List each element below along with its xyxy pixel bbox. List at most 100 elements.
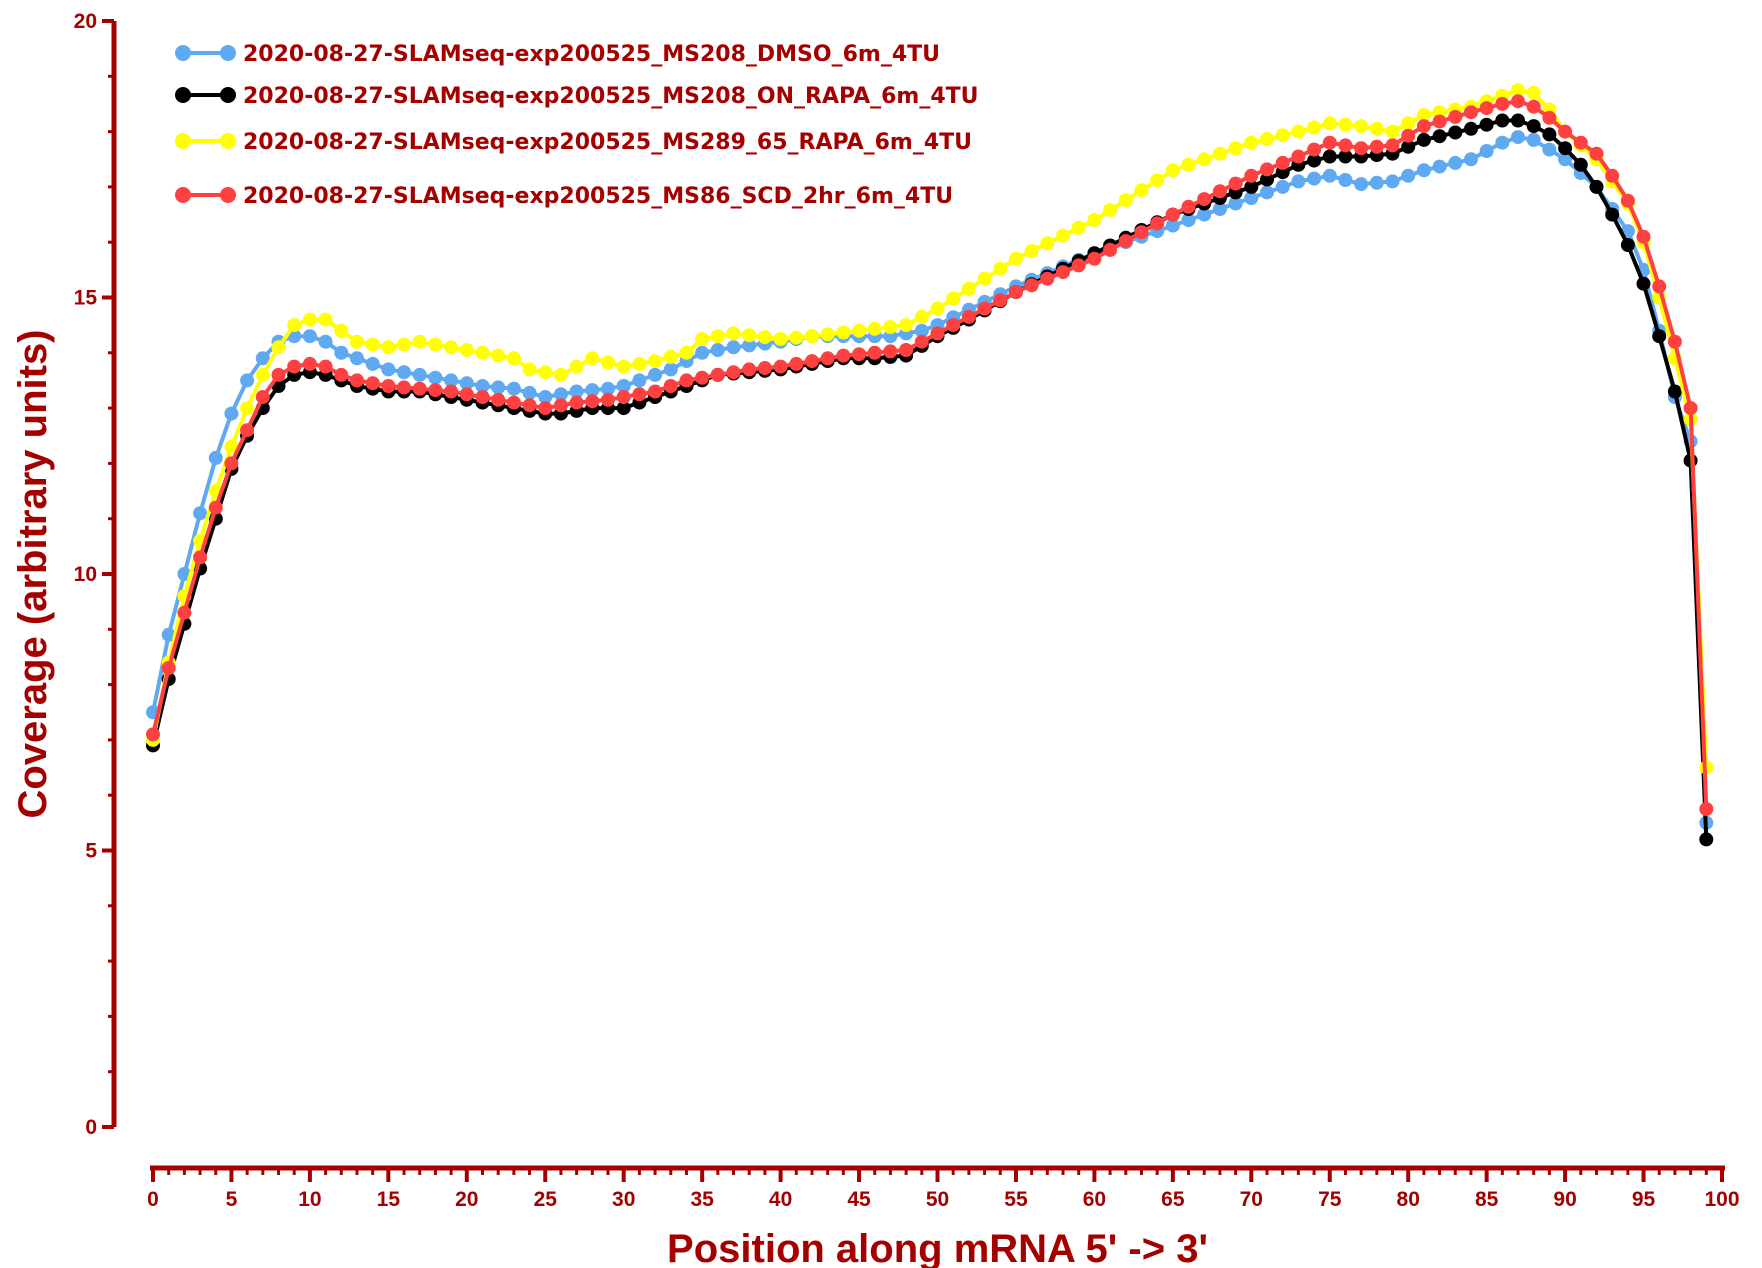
- data-point: [993, 293, 1008, 308]
- data-point: [397, 365, 411, 380]
- x-tick-label: 85: [1475, 1188, 1499, 1211]
- data-point: [1401, 128, 1416, 143]
- data-point: [538, 390, 553, 404]
- data-point: [1369, 175, 1384, 190]
- data-point: [412, 367, 427, 382]
- x-tick-label: 30: [612, 1188, 635, 1211]
- series-layer: [146, 83, 1714, 847]
- data-point: [255, 367, 270, 382]
- data-point: [742, 338, 757, 353]
- data-point: [224, 439, 239, 454]
- data-point: [977, 271, 992, 286]
- data-point: [1589, 146, 1604, 161]
- x-tick-label: 65: [1161, 1188, 1185, 1211]
- data-point: [522, 385, 537, 400]
- data-point: [569, 384, 584, 399]
- data-point: [899, 343, 914, 357]
- data-point: [287, 318, 302, 333]
- x-tick-label: 50: [926, 1188, 949, 1211]
- x-tick-label: 5: [226, 1188, 238, 1211]
- data-point: [475, 379, 490, 393]
- data-point: [1573, 157, 1588, 172]
- data-point: [601, 381, 615, 396]
- data-point: [365, 356, 380, 371]
- data-point: [1275, 179, 1290, 194]
- data-point: [616, 359, 631, 374]
- legend: 2020-08-27-SLAMseq-exp200525_MS208_DMSO_…: [175, 42, 979, 209]
- data-point: [1589, 179, 1604, 194]
- x-tick-label: 100: [1704, 1188, 1739, 1211]
- data-point: [1275, 155, 1290, 170]
- data-point: [1620, 238, 1635, 252]
- data-point: [1605, 207, 1620, 222]
- data-point: [161, 627, 176, 642]
- data-point: [1322, 149, 1337, 164]
- data-point: [1542, 127, 1557, 142]
- data-point: [1056, 228, 1070, 243]
- data-point: [1024, 244, 1039, 258]
- data-point: [852, 323, 867, 338]
- data-point: [381, 379, 396, 393]
- legend-label: 2020-08-27-SLAMseq-exp200525_MS289_65_RA…: [243, 130, 972, 155]
- data-point: [193, 506, 208, 521]
- data-point: [193, 550, 208, 565]
- data-point: [867, 345, 882, 360]
- data-point: [899, 318, 914, 333]
- data-point: [1385, 138, 1400, 153]
- data-point: [365, 376, 380, 391]
- data-point: [757, 361, 772, 375]
- data-point: [648, 367, 663, 382]
- data-point: [601, 355, 615, 370]
- data-point: [1432, 159, 1447, 174]
- data-point: [553, 398, 568, 413]
- data-point: [820, 327, 835, 342]
- data-point: [789, 330, 804, 345]
- data-point: [491, 380, 506, 395]
- data-point: [742, 362, 757, 377]
- data-point: [1071, 220, 1086, 235]
- data-point: [1228, 176, 1243, 191]
- data-point: [1087, 213, 1102, 228]
- data-point: [789, 356, 804, 371]
- y-axis-title: Coverage (arbitrary units): [11, 329, 55, 818]
- y-tick-label: 15: [74, 287, 98, 310]
- data-point: [318, 359, 333, 374]
- data-point: [177, 605, 192, 620]
- data-point: [1165, 163, 1180, 178]
- data-point: [679, 345, 694, 360]
- x-tick-label: 80: [1397, 1188, 1420, 1211]
- data-point: [538, 401, 553, 416]
- data-point: [883, 320, 898, 334]
- data-point: [1197, 152, 1212, 167]
- x-tick-label: 10: [298, 1188, 321, 1211]
- data-point: [1558, 141, 1573, 156]
- data-point: [1181, 199, 1196, 214]
- data-point: [601, 392, 615, 407]
- data-point: [1024, 278, 1039, 293]
- data-point: [1479, 117, 1494, 132]
- data-point: [1260, 162, 1274, 177]
- data-point: [271, 340, 286, 355]
- data-point: [1165, 218, 1180, 233]
- data-point: [883, 344, 898, 359]
- series-line: [151, 118, 1709, 840]
- data-point: [553, 387, 568, 402]
- legend-item: 2020-08-27-SLAMseq-exp200525_MS208_DMSO_…: [175, 42, 940, 67]
- data-point: [491, 348, 506, 363]
- x-tick-label: 40: [769, 1188, 792, 1211]
- data-point: [1683, 401, 1698, 416]
- data-point: [1558, 152, 1573, 167]
- data-point: [506, 351, 521, 366]
- data-point: [1526, 85, 1541, 100]
- legend-item: 2020-08-27-SLAMseq-exp200525_MS86_SCD_2h…: [175, 184, 953, 209]
- data-point: [350, 351, 364, 366]
- y-tick-label: 5: [85, 840, 97, 863]
- data-point: [444, 373, 459, 388]
- data-point: [334, 323, 349, 338]
- data-point: [1511, 83, 1525, 98]
- data-point: [1432, 129, 1447, 144]
- data-point: [240, 423, 255, 438]
- data-point: [585, 394, 600, 409]
- data-point: [1338, 173, 1353, 187]
- data-point: [616, 390, 631, 404]
